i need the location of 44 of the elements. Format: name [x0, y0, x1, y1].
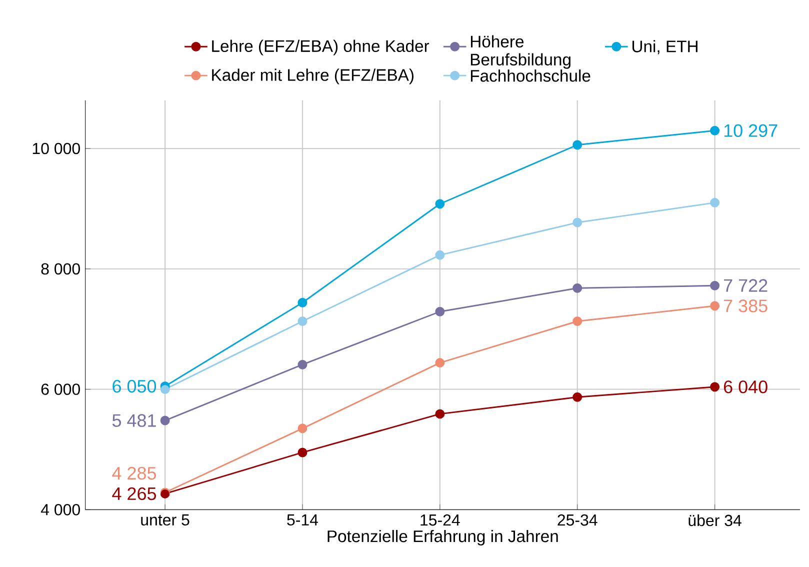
data-label: 7 722	[724, 279, 768, 292]
point	[572, 392, 582, 402]
x-tick-label: 25-34	[558, 514, 598, 526]
x-tick-label: unter 5	[141, 514, 190, 526]
y-tick-label: 4 000	[40, 504, 80, 516]
point	[298, 448, 308, 458]
point	[710, 198, 720, 208]
point	[572, 140, 582, 150]
data-label: 5 481	[112, 414, 156, 427]
legend-label: Kader mit Lehre (EFZ/EBA)	[212, 68, 414, 84]
point	[710, 280, 720, 290]
data-label: 6 050	[112, 380, 156, 393]
point	[710, 382, 720, 392]
legend-label: Fachhochschule	[470, 70, 590, 82]
x-tick-label: über 34	[688, 514, 742, 526]
y-tick-label: 10 000	[32, 142, 80, 154]
x-tick-label: 5-14	[287, 514, 318, 526]
point	[435, 306, 445, 316]
point	[572, 316, 582, 326]
legend-label: Lehre (EFZ/EBA) ohne Kader	[212, 40, 430, 56]
point	[298, 298, 308, 308]
data-label: 6 040	[724, 380, 768, 394]
point	[710, 301, 720, 311]
point	[572, 218, 582, 228]
point	[572, 283, 582, 293]
x-tick-label: 15-24	[420, 514, 460, 526]
data-label: 7 385	[724, 300, 768, 312]
data-label: 4 265	[112, 487, 156, 500]
x-axis-title: Potenzielle Erfahrung in Jahren	[328, 530, 558, 546]
point	[160, 416, 170, 426]
point	[435, 358, 445, 368]
y-tick-label: 6 000	[41, 384, 80, 395]
legend-label: Uni, ETH	[632, 40, 698, 54]
point	[435, 409, 445, 419]
data-label: 4 285	[112, 466, 156, 480]
point	[435, 199, 445, 209]
y-tick-label: 8 000	[41, 263, 80, 275]
legend-label: Höhere Berufsbildung	[470, 35, 570, 69]
point	[298, 424, 308, 434]
point	[298, 360, 308, 370]
point	[435, 250, 445, 260]
point	[710, 126, 720, 136]
data-label: 10 297	[724, 124, 778, 137]
point	[298, 316, 308, 326]
